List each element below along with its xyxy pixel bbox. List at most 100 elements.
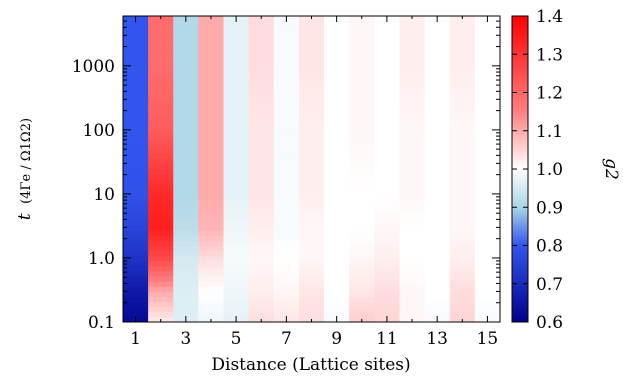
- heatmap-cell: [298, 240, 325, 246]
- heatmap-cell: [248, 291, 275, 297]
- heatmap-cell: [449, 271, 476, 277]
- heatmap-cell: [349, 214, 375, 221]
- heatmap-cell: [349, 51, 375, 58]
- heatmap-cell: [298, 225, 325, 231]
- heatmap-cell: [198, 174, 224, 180]
- heatmap-cell: [349, 133, 375, 139]
- heatmap-cell: [374, 87, 400, 93]
- heatmap-cell: [123, 82, 149, 88]
- heatmap-cell: [349, 67, 375, 73]
- heatmap-cell: [474, 133, 501, 139]
- heatmap-cell: [324, 133, 350, 139]
- heatmap-cell: [474, 67, 501, 73]
- heatmap-cell: [198, 271, 224, 277]
- heatmap-cell: [474, 169, 501, 175]
- heatmap-cell: [298, 230, 325, 236]
- heatmap-cell: [424, 107, 451, 114]
- heatmap-cell: [399, 301, 425, 308]
- heatmap-cell: [123, 107, 149, 114]
- heatmap-cell: [273, 291, 300, 297]
- heatmap-cell: [173, 189, 199, 195]
- heatmap-cell: [324, 67, 350, 73]
- heatmap-cell: [298, 286, 325, 292]
- heatmap-cell: [198, 230, 224, 236]
- heatmap-cell: [424, 61, 451, 68]
- heatmap-cell: [474, 158, 501, 165]
- heatmap-cell: [399, 107, 425, 114]
- heatmap-cell: [173, 301, 199, 308]
- heatmap-cell: [148, 67, 174, 73]
- heatmap-cell: [449, 158, 476, 165]
- heatmap-cell: [374, 133, 400, 139]
- heatmap-cell: [449, 189, 476, 195]
- heatmap-cell: [474, 271, 501, 277]
- heatmap-cell: [399, 265, 425, 272]
- heatmap-cell: [374, 138, 400, 144]
- x-tick-label: 9: [331, 329, 342, 349]
- heatmap-cell: [424, 306, 451, 313]
- heatmap-cell: [198, 36, 224, 42]
- heatmap-cell: [248, 67, 275, 73]
- heatmap-cell: [374, 296, 400, 302]
- heatmap-cell: [424, 153, 451, 160]
- heatmap-cell: [248, 61, 275, 68]
- heatmap-cell: [424, 82, 451, 88]
- heatmap-cell: [123, 209, 149, 216]
- colorbar-tick-label: 1.1: [536, 122, 563, 142]
- heatmap-cell: [449, 21, 476, 27]
- heatmap-cell: [273, 153, 300, 160]
- heatmap-cell: [324, 112, 350, 119]
- heatmap-cell: [449, 46, 476, 53]
- heatmap-cell: [399, 112, 425, 119]
- heatmap-cell: [324, 163, 350, 170]
- heatmap-cell: [198, 240, 224, 246]
- heatmap-cell: [273, 87, 300, 93]
- heatmap-cell: [198, 107, 224, 114]
- heatmap-cell: [173, 153, 199, 160]
- heatmap-cell: [349, 296, 375, 302]
- heatmap-cell: [248, 51, 275, 58]
- heatmap-cell: [374, 281, 400, 287]
- heatmap-cell: [248, 128, 275, 134]
- colorbar-tick-label: 0.7: [536, 275, 563, 295]
- heatmap-cell: [173, 112, 199, 119]
- heatmap-cell: [198, 21, 224, 27]
- heatmap-cell: [324, 102, 350, 109]
- heatmap-cell: [474, 61, 501, 68]
- heatmap-cell: [474, 199, 501, 206]
- heatmap-cell: [248, 194, 275, 200]
- heatmap-cell: [449, 301, 476, 308]
- heatmap-cell: [198, 209, 224, 216]
- heatmap-cell: [399, 311, 425, 318]
- heatmap-cell: [223, 36, 250, 42]
- heatmap-cell: [198, 153, 224, 160]
- heatmap-cell: [148, 82, 174, 88]
- heatmap-cell: [449, 286, 476, 292]
- heatmap-cell: [374, 194, 400, 200]
- heatmap-cell: [248, 143, 275, 149]
- heatmap-cell: [474, 31, 501, 37]
- heatmap-cell: [474, 21, 501, 27]
- heatmap-cell: [474, 97, 501, 104]
- heatmap-cell: [123, 123, 149, 129]
- heatmap-cell: [148, 118, 174, 124]
- heatmap-cell: [374, 291, 400, 297]
- heatmap-cell: [148, 189, 174, 195]
- heatmap-cell: [449, 41, 476, 47]
- x-tick-label: 13: [426, 329, 448, 349]
- heatmap-cell: [198, 118, 224, 124]
- heatmap-cell: [298, 128, 325, 134]
- heatmap-cell: [173, 128, 199, 134]
- heatmap-cell: [349, 123, 375, 129]
- heatmap-cell: [449, 97, 476, 104]
- heatmap-cell: [324, 87, 350, 93]
- heatmap-cell: [449, 51, 476, 58]
- heatmap-cell: [399, 179, 425, 185]
- heatmap-cell: [374, 235, 400, 241]
- heatmap-cell: [198, 179, 224, 185]
- heatmap-cell: [474, 36, 501, 42]
- heatmap-cell: [173, 51, 199, 58]
- heatmap-cell: [324, 220, 350, 226]
- heatmap-cell: [123, 194, 149, 200]
- heatmap-cell: [273, 240, 300, 246]
